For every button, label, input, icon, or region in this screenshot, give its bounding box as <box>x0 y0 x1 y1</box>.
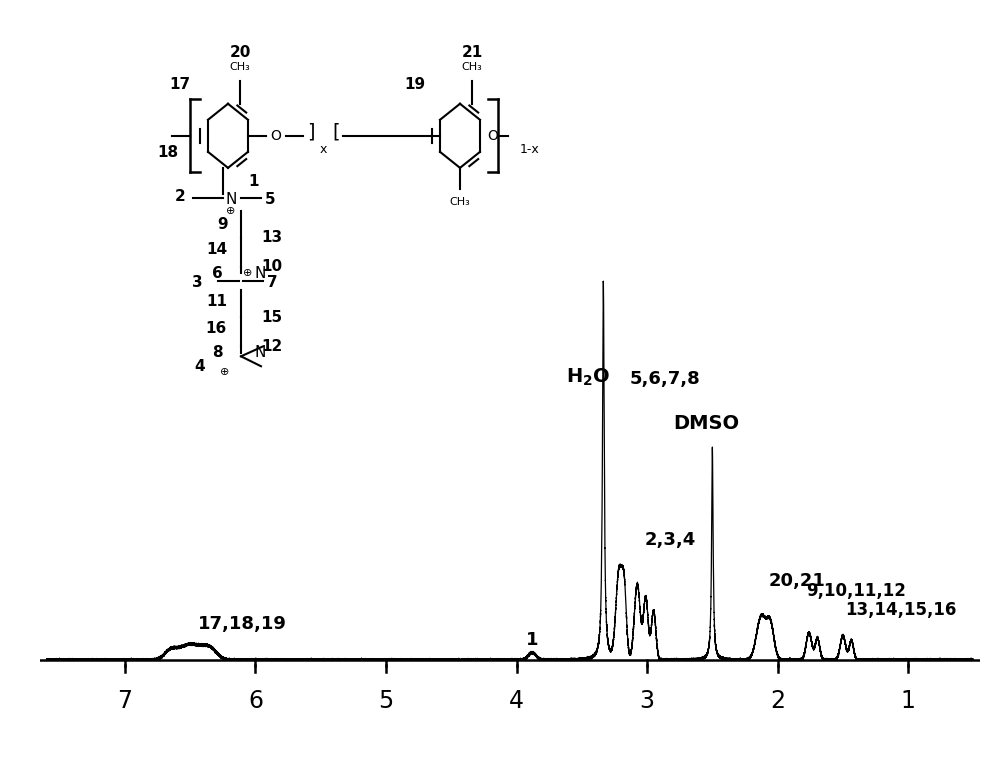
Text: 8: 8 <box>212 345 223 360</box>
Text: 9,10,11,12: 9,10,11,12 <box>806 581 906 600</box>
Text: O: O <box>271 129 281 143</box>
Text: 1: 1 <box>526 631 538 649</box>
Text: 9: 9 <box>217 217 228 232</box>
Text: 16: 16 <box>206 321 227 336</box>
Text: 7: 7 <box>267 275 278 290</box>
Text: CH₃: CH₃ <box>230 62 250 72</box>
Text: ]: ] <box>307 123 315 141</box>
Text: 12: 12 <box>261 339 282 354</box>
Text: 13: 13 <box>261 230 282 246</box>
Text: 2: 2 <box>174 188 185 204</box>
Text: 18: 18 <box>157 145 178 160</box>
Text: N: N <box>255 345 266 360</box>
Text: 3: 3 <box>192 275 203 290</box>
Text: ⊕: ⊕ <box>220 366 230 377</box>
Text: 4: 4 <box>194 359 205 374</box>
Text: CH₃: CH₃ <box>450 197 470 207</box>
Text: 1: 1 <box>248 174 258 189</box>
Text: 21: 21 <box>461 44 483 60</box>
Text: x: x <box>319 143 327 156</box>
Text: 5,6,7,8: 5,6,7,8 <box>630 370 701 388</box>
Text: N: N <box>225 192 237 208</box>
Text: 20: 20 <box>229 44 251 60</box>
Text: 15: 15 <box>261 310 282 325</box>
Text: 11: 11 <box>206 294 227 309</box>
Text: 19: 19 <box>404 77 426 92</box>
Text: ⊕: ⊕ <box>226 205 236 216</box>
Text: 13,14,15,16: 13,14,15,16 <box>846 600 957 619</box>
Text: [: [ <box>332 123 340 141</box>
Text: 2,3,4: 2,3,4 <box>644 530 696 549</box>
Text: 17,18,19: 17,18,19 <box>198 615 287 633</box>
Text: CH₃: CH₃ <box>462 62 482 72</box>
Text: 17: 17 <box>169 77 191 92</box>
Text: 6: 6 <box>212 266 223 281</box>
Text: 5: 5 <box>265 192 276 208</box>
Text: DMSO: DMSO <box>673 414 739 433</box>
Text: ⊕: ⊕ <box>243 268 252 278</box>
Text: 1-x: 1-x <box>520 143 540 156</box>
Text: 20,21: 20,21 <box>768 572 825 591</box>
Text: 14: 14 <box>206 242 227 257</box>
Text: 10: 10 <box>261 259 282 275</box>
Text: $\mathbf{H_2O}$: $\mathbf{H_2O}$ <box>566 366 611 388</box>
Text: N: N <box>255 266 266 281</box>
Text: O: O <box>487 129 498 143</box>
